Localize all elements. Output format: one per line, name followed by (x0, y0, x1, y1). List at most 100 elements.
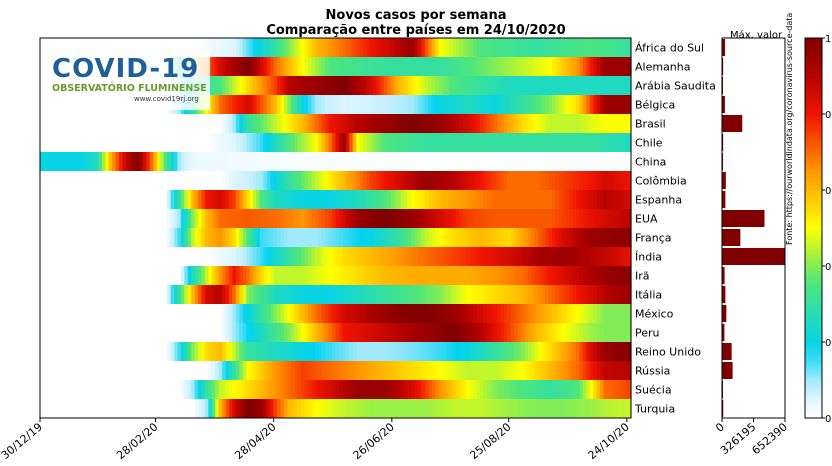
heatmap-cell (527, 209, 532, 229)
heatmap-cell (67, 114, 72, 134)
heatmap-cell (479, 133, 484, 153)
heatmap-cell (163, 190, 168, 210)
heatmap-cell (551, 266, 557, 286)
heatmap-cell (283, 190, 288, 210)
heatmap-cell (472, 190, 477, 210)
heatmap-cell (129, 38, 134, 58)
max-value-bar (722, 58, 724, 75)
heatmap-cell (514, 228, 519, 248)
heatmap-cell (228, 152, 234, 172)
heatmap-cell (390, 190, 395, 210)
heatmap-cell (352, 247, 357, 267)
heatmap-cell (43, 133, 48, 153)
heatmap-cell (627, 133, 632, 153)
heatmap-cell (414, 266, 419, 286)
heatmap-cell (74, 361, 79, 381)
heatmap-cell (593, 304, 598, 324)
heatmap-cell (538, 323, 543, 343)
heatmap-cell (397, 133, 402, 153)
heatmap-cell (218, 266, 223, 286)
heatmap-cell (136, 380, 141, 400)
heatmap-cell (277, 266, 282, 286)
heatmap-cell (627, 38, 632, 58)
heatmap-cell (180, 361, 185, 381)
heatmap-cell (167, 209, 172, 229)
heatmap-cell (335, 133, 340, 153)
heatmap-cell (194, 304, 199, 324)
heatmap-cell (335, 399, 340, 419)
heatmap-cell (57, 285, 62, 305)
heatmap-cell (263, 133, 268, 153)
heatmap-cell (359, 247, 364, 267)
x-tick-label: 26/06/20 (351, 420, 397, 462)
heatmap-cell (332, 399, 337, 419)
heatmap-cell (359, 323, 364, 343)
heatmap-cell (208, 304, 213, 324)
heatmap-cell (46, 133, 51, 153)
heatmap-cell (428, 361, 433, 381)
heatmap-cell (517, 209, 522, 229)
heatmap-cell (541, 399, 546, 419)
heatmap-cell (287, 323, 292, 343)
heatmap-cell (479, 266, 484, 286)
heatmap-cell (270, 95, 275, 115)
heatmap-cell (366, 171, 371, 191)
heatmap-cell (349, 171, 354, 191)
heatmap-cell (397, 266, 402, 286)
heatmap-cell (119, 171, 124, 191)
heatmap-cell (411, 209, 416, 229)
heatmap-cell (174, 266, 179, 286)
heatmap-cell (208, 342, 213, 362)
heatmap-cell (218, 247, 223, 267)
heatmap-cell (253, 209, 258, 229)
heatmap-cell (352, 76, 357, 96)
heatmap-cell (514, 361, 519, 381)
heatmap-cell (579, 380, 584, 400)
heatmap-cell (191, 133, 196, 153)
heatmap-cell (455, 133, 460, 153)
heatmap-cell (321, 76, 326, 96)
heatmap-cell (589, 342, 594, 362)
heatmap-cell (393, 114, 398, 134)
heatmap-cell (376, 323, 381, 343)
heatmap-cell (490, 76, 495, 96)
heatmap-cell (507, 380, 512, 400)
heatmap-cell (277, 57, 282, 77)
heatmap-cell (256, 114, 261, 134)
heatmap-cell (445, 57, 450, 77)
heatmap-cell (349, 152, 354, 172)
heatmap-cell (397, 152, 402, 172)
heatmap-cell (105, 247, 110, 267)
heatmap-cell (46, 209, 51, 229)
heatmap-cell (101, 190, 106, 210)
heatmap-cell (105, 209, 110, 229)
heatmap-cell (490, 399, 495, 419)
heatmap-cell (442, 380, 447, 400)
heatmap-cell (77, 190, 82, 210)
heatmap-cell (273, 38, 278, 58)
heatmap-cell (359, 399, 364, 419)
heatmap-cell (589, 228, 594, 248)
heatmap-cell (115, 304, 120, 324)
heatmap-cell (569, 304, 574, 324)
heatmap-cell (222, 57, 227, 77)
heatmap-cell (201, 171, 206, 191)
heatmap-cell (452, 399, 457, 419)
heatmap-cell (414, 323, 419, 343)
heatmap-cell (46, 342, 51, 362)
heatmap-cell (565, 57, 570, 77)
heatmap-cell (541, 95, 546, 115)
heatmap-cell (119, 266, 124, 286)
heatmap-cell (459, 380, 464, 400)
heatmap-cell (46, 361, 51, 381)
heatmap-cell (459, 266, 464, 286)
heatmap-cell (356, 76, 361, 96)
heatmap-cell (40, 399, 45, 419)
heatmap-cell (496, 114, 502, 134)
heatmap-cell (459, 190, 464, 210)
heatmap-cell (301, 304, 306, 324)
heatmap-cell (283, 323, 288, 343)
heatmap-cell (328, 152, 333, 172)
heatmap-cell (314, 57, 319, 77)
heatmap-cell (290, 114, 295, 134)
